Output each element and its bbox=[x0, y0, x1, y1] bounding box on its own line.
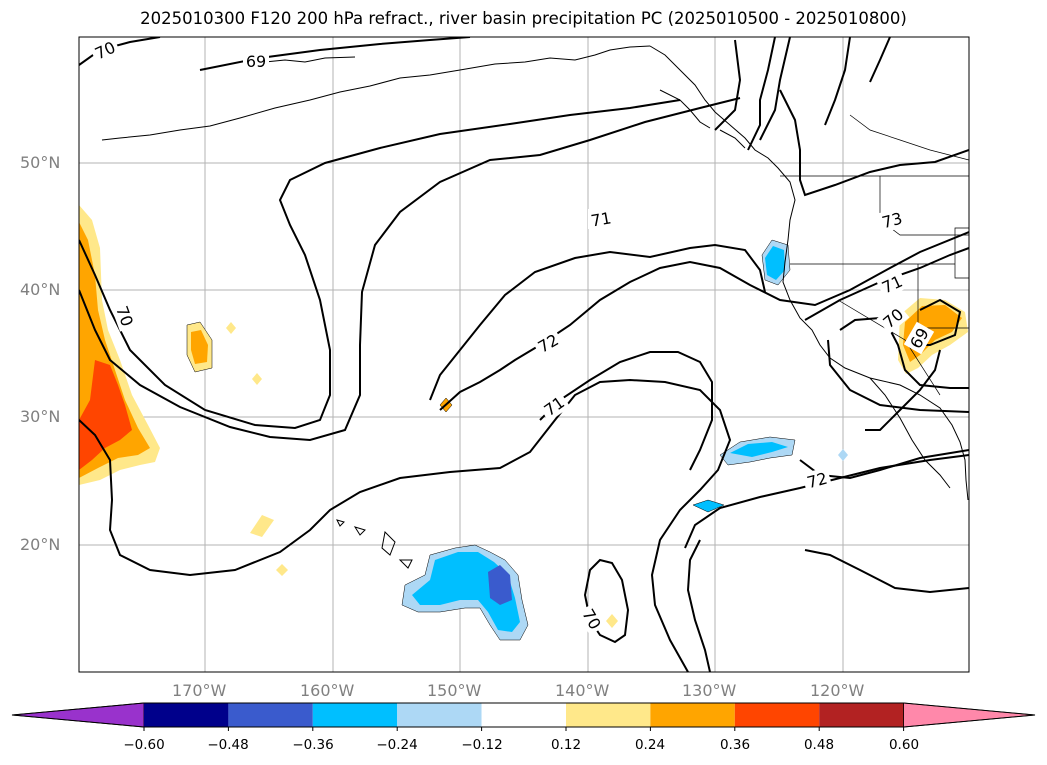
lat-label-20n: 20°N bbox=[20, 535, 61, 554]
colorbar bbox=[11, 702, 1036, 731]
contour-label: 72 bbox=[805, 469, 830, 493]
lon-label-170w: 170°W bbox=[172, 681, 227, 700]
colorbar-extend-min bbox=[11, 702, 145, 728]
map-title: 2025010300 F120 200 hPa refract., river … bbox=[140, 9, 907, 28]
colorbar-extend-max bbox=[903, 702, 1036, 728]
colorbar-bin bbox=[650, 703, 735, 727]
precip-negative-pacific bbox=[692, 239, 796, 513]
coastlines bbox=[101, 45, 969, 569]
colorbar-bin bbox=[144, 703, 229, 727]
colorbar-bin bbox=[734, 703, 820, 727]
political-borders bbox=[780, 114, 969, 396]
colorbar-tick-label: 0.48 bbox=[803, 737, 835, 753]
lon-label-130w: 130°W bbox=[682, 681, 737, 700]
lon-label-120w: 120°W bbox=[810, 681, 865, 700]
colorbar-bin bbox=[566, 703, 651, 727]
colorbar-tick-label: 0.12 bbox=[550, 737, 582, 753]
contour-labels: 70 69 71 72 71 72 70 70 71 70 73 69 bbox=[92, 38, 933, 633]
map-area: 70 69 71 72 71 72 70 70 71 70 73 69 bbox=[79, 37, 969, 672]
lon-label-160w: 160°W bbox=[300, 681, 355, 700]
colorbar-bin bbox=[312, 703, 398, 727]
contour-label-clears bbox=[88, 37, 935, 636]
precip-negative-hawaii bbox=[401, 544, 529, 641]
lon-label-150w: 150°W bbox=[427, 681, 482, 700]
contour-label: 73 bbox=[880, 209, 905, 233]
colorbar-tick-label: 0.60 bbox=[888, 737, 920, 753]
colorbar-tick-label: −0.24 bbox=[376, 737, 418, 753]
colorbar-tick-label: −0.48 bbox=[207, 737, 249, 753]
lat-label-40n: 40°N bbox=[20, 280, 61, 299]
refractivity-contours bbox=[79, 37, 969, 672]
colorbar-tick-label: 0.24 bbox=[634, 737, 666, 753]
colorbar-bin bbox=[481, 703, 566, 727]
map-frame bbox=[78, 36, 970, 673]
lat-label-30n: 30°N bbox=[20, 407, 61, 426]
contour-label: 69 bbox=[246, 52, 266, 71]
precip-positive-west bbox=[79, 205, 160, 485]
colorbar-tick-label: 0.36 bbox=[719, 737, 751, 753]
precip-small-spots bbox=[226, 322, 848, 628]
lon-label-140w: 140°W bbox=[555, 681, 610, 700]
colorbar-tick-label: −0.12 bbox=[461, 737, 503, 753]
colorbar-bin bbox=[228, 703, 313, 727]
contour-label: 71 bbox=[589, 208, 612, 230]
lat-label-50n: 50°N bbox=[20, 153, 61, 172]
colorbar-bin bbox=[819, 703, 904, 727]
colorbar-tick-label: −0.60 bbox=[123, 737, 165, 753]
colorbar-bin bbox=[397, 703, 482, 727]
colorbar-tick-label: −0.36 bbox=[292, 737, 334, 753]
